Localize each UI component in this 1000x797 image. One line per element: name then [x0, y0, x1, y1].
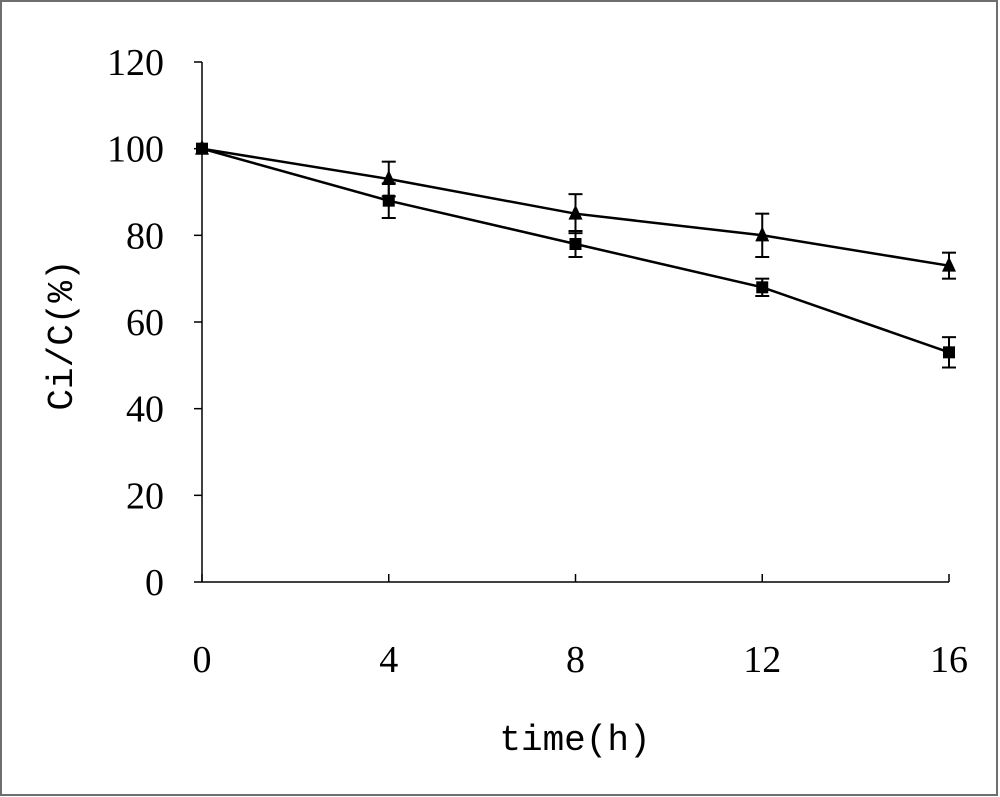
x-tick-label: 4 — [379, 639, 398, 681]
y-tick-label: 0 — [145, 562, 164, 604]
y-tick-label: 20 — [126, 475, 164, 517]
triangle-marker — [568, 204, 583, 220]
square-marker — [756, 281, 769, 294]
x-tick-label: 12 — [743, 639, 781, 681]
y-axis-title: Ci/C(%) — [42, 259, 83, 410]
x-tick-label: 16 — [930, 639, 968, 681]
square-marker — [196, 142, 208, 155]
square-marker — [382, 194, 395, 207]
triangle-marker — [381, 170, 396, 185]
y-tick-label: 60 — [126, 302, 164, 344]
square-marker — [943, 346, 955, 359]
y-tick-label: 40 — [126, 389, 164, 431]
square-marker — [569, 238, 582, 250]
triangle-marker — [942, 256, 956, 272]
y-tick-label: 120 — [107, 42, 164, 84]
triangle-marker — [755, 226, 770, 242]
y-tick-label: 100 — [107, 129, 164, 171]
x-tick-labels: 0 4 8 12 16 — [193, 639, 969, 681]
series-square — [196, 142, 956, 369]
series-layer — [195, 139, 956, 369]
x-tick-label: 0 — [193, 639, 212, 681]
y-tick-label: 80 — [126, 215, 164, 257]
y-tick-labels: 0 20 40 60 80 100 120 — [107, 42, 164, 604]
x-tick-label: 8 — [566, 639, 585, 681]
x-axis-title: time(h) — [499, 720, 650, 761]
